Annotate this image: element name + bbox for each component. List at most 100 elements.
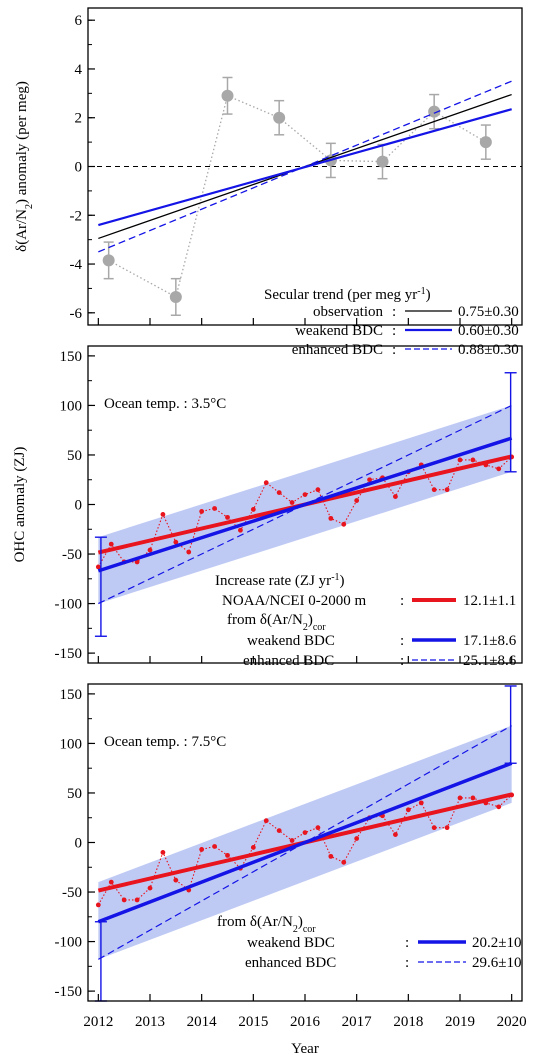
noaa-point <box>470 457 476 463</box>
legend-from-tail: ) <box>308 612 313 628</box>
legend-label: enhanced BDC <box>292 342 383 358</box>
legend-title-tail: ) <box>426 287 431 303</box>
legend-colon: : <box>400 653 404 669</box>
ocean-temp-annotation: Ocean temp. : 7.5°C <box>104 734 226 750</box>
y-tick-label: -150 <box>55 984 83 1000</box>
y-tick-label: 6 <box>75 13 83 29</box>
observation-point <box>479 136 492 149</box>
legend-title-main: Increase rate (ZJ yr <box>215 573 331 589</box>
y-tick-label: 50 <box>67 786 82 802</box>
y-tick-label: 50 <box>67 448 82 464</box>
noaa-point <box>160 512 166 517</box>
legend-value: 0.75±0.30 <box>458 304 519 320</box>
observation-point <box>102 254 115 267</box>
legend-value-enhanced: 25.1±8.6 <box>463 653 517 669</box>
noaa-point <box>95 902 101 908</box>
noaa-point <box>276 828 282 834</box>
noaa-point <box>367 477 372 483</box>
noaa-point <box>134 897 140 903</box>
legend-title-superscript: -1 <box>331 572 339 583</box>
legend-from-subscript: 2 <box>303 622 308 633</box>
noaa-point <box>134 559 140 565</box>
x-tick-label: 2017 <box>342 1014 373 1030</box>
noaa-point <box>199 509 205 514</box>
legend-from-label: from δ(Ar/N2)cor <box>217 914 316 935</box>
legend-colon: : <box>400 633 404 649</box>
noaa-point <box>341 521 347 527</box>
y-tick-label: 150 <box>60 687 83 703</box>
legend-title: Increase rate (ZJ yr-1) <box>215 572 345 590</box>
y-tick-label: -2 <box>70 208 83 224</box>
legend-value-noaa: 12.1±1.1 <box>463 593 516 609</box>
y-tick-label: 0 <box>75 160 83 176</box>
legend-colon: : <box>392 304 396 320</box>
y-tick-label: 100 <box>60 398 83 414</box>
noaa-point <box>289 838 295 843</box>
y-axis-label: δ(Ar/N2) anomaly (per meg) <box>14 81 35 252</box>
y-tick-label: 100 <box>60 736 83 752</box>
noaa-point <box>444 825 450 831</box>
y-tick-label: 150 <box>60 349 83 365</box>
noaa-point <box>147 885 153 891</box>
y-tick-label: -150 <box>55 646 83 662</box>
noaa-point <box>457 457 463 463</box>
noaa-point <box>263 480 269 486</box>
noaa-point <box>444 487 450 493</box>
x-tick-label: 2020 <box>497 1014 527 1030</box>
y-tick-label: -50 <box>62 547 82 563</box>
legend-label-enhanced: enhanced BDC <box>243 653 334 669</box>
y-tick-label: -100 <box>55 935 83 951</box>
noaa-point <box>354 498 360 503</box>
noaa-point <box>238 527 243 533</box>
noaa-point <box>250 507 256 512</box>
noaa-point <box>496 804 502 810</box>
noaa-point <box>95 564 101 570</box>
legend-from-main: from δ(Ar/N <box>217 914 293 930</box>
legend-value-weak: 20.2±10 <box>472 935 521 951</box>
noaa-point <box>199 847 205 852</box>
panel-3: -150 -100 -50 0 50 100 150 Ocean temp. : 7.5°C f… <box>55 683 523 1002</box>
noaa-point <box>405 807 411 813</box>
y-axis-label-tail: ) anomaly (per meg) <box>14 81 30 204</box>
legend-from-subscript: 2 <box>293 924 298 935</box>
y-tick-label: 2 <box>75 111 83 127</box>
y-tick-label: -50 <box>62 885 82 901</box>
x-tick-label: 2013 <box>135 1014 165 1030</box>
noaa-point <box>457 795 463 801</box>
legend-value: 0.88±0.30 <box>458 342 519 358</box>
legend-title-superscript: -1 <box>417 286 425 297</box>
noaa-point <box>212 844 217 849</box>
x-tick-label: 2019 <box>445 1014 475 1030</box>
y-axis-label-main: δ(Ar/N <box>14 209 30 252</box>
legend-from-main: from δ(Ar/N <box>227 612 303 628</box>
legend-value-enhanced: 29.6±10 <box>472 955 521 971</box>
noaa-point <box>341 859 347 865</box>
trend-line-weakend-bdc <box>97 436 513 573</box>
x-tick-label: 2012 <box>83 1014 113 1030</box>
noaa-point <box>315 487 321 493</box>
noaa-point <box>431 825 437 831</box>
y-tick-label: -6 <box>70 306 83 322</box>
y-tick-label: 4 <box>75 62 83 78</box>
legend-label: weakend BDC <box>295 323 383 339</box>
noaa-point <box>418 800 424 806</box>
noaa-point <box>212 506 217 511</box>
noaa-point <box>315 825 321 831</box>
panel-2: -150 -100 -50 0 50 100 150 OHC anomaly (ZJ) Ocea… <box>12 345 523 669</box>
noaa-point <box>250 845 256 850</box>
legend-value: 0.60±0.30 <box>458 323 519 339</box>
observation-point <box>273 111 286 124</box>
y-tick-label: 0 <box>75 836 83 852</box>
noaa-point <box>173 877 179 883</box>
noaa-point <box>225 852 230 858</box>
legend-value-weak: 17.1±8.6 <box>463 633 517 649</box>
noaa-point <box>302 492 308 497</box>
legend-label-weak: weakend BDC <box>247 633 335 649</box>
observation-point <box>221 89 234 102</box>
observation-point <box>169 290 182 303</box>
noaa-point <box>186 549 192 555</box>
noaa-point <box>108 879 114 885</box>
noaa-quarterly-line <box>97 456 513 568</box>
x-axis-label: Year <box>291 1041 319 1057</box>
